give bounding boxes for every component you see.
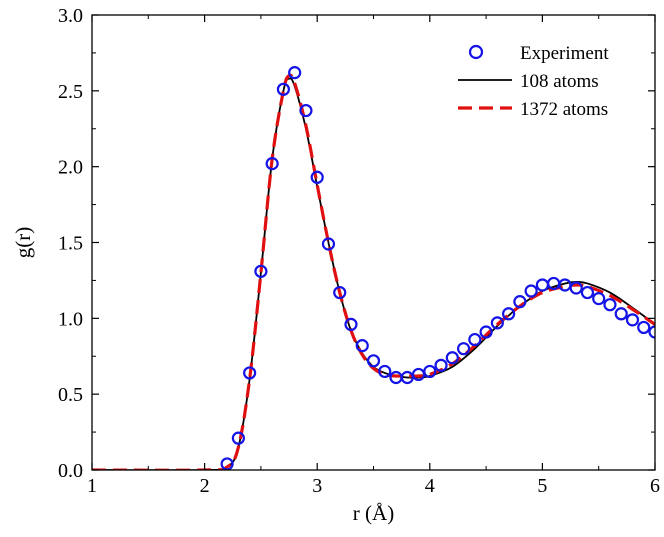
data-point-experiment: [580, 285, 595, 300]
data-point-experiment: [479, 325, 493, 339]
data-point-experiment: [378, 364, 392, 379]
data-point-experiment: [603, 298, 617, 312]
legend-marker-experiment: [468, 44, 484, 60]
x-tick-label: 3: [312, 475, 322, 497]
data-point-experiment: [592, 292, 606, 306]
data-point-experiment: [434, 358, 448, 372]
legend-label-1372-atoms: 1372 atoms: [520, 99, 608, 120]
data-point-experiment: [321, 237, 336, 251]
x-tick-label: 1: [87, 475, 97, 497]
data-point-experiment: [513, 295, 527, 309]
data-point-experiment: [524, 284, 538, 298]
y-tick-label: 2.0: [58, 157, 83, 179]
data-point-experiment: [355, 339, 369, 353]
data-point-experiment: [344, 317, 358, 331]
data-point-experiment: [423, 364, 437, 379]
x-axis-title: r (Å): [353, 501, 394, 525]
x-tick-label: 2: [200, 475, 210, 497]
data-point-experiment: [490, 316, 504, 330]
series-line-1372-atoms: [92, 73, 655, 470]
data-point-experiment: [637, 320, 651, 335]
y-tick-label: 3.0: [58, 5, 83, 27]
x-tick-label: 5: [537, 475, 547, 497]
data-point-experiment: [614, 307, 628, 321]
data-point-experiment: [333, 285, 347, 300]
axes: 1 2 3 4 5 6 0.0 0.5 1.0 1.5 2.0 2.5 3.0 r (Å) g(r): [11, 5, 660, 525]
data-point-experiment: [502, 307, 516, 321]
data-point-experiment: [535, 278, 550, 292]
data-point-experiment: [625, 313, 640, 327]
data-point-experiment: [456, 342, 471, 356]
data-point-experiment: [468, 332, 482, 347]
y-axis-title: g(r): [11, 227, 35, 258]
data-point-experiment: [288, 66, 302, 80]
data-point-experiment: [265, 157, 279, 171]
legend-label-experiment: Experiment: [520, 43, 609, 64]
data-point-experiment: [648, 325, 655, 339]
data-point-experiment: [445, 351, 459, 365]
series-line-108-atoms: [92, 77, 655, 470]
y-tick-label: 1.5: [58, 233, 83, 255]
data-point-experiment: [299, 103, 313, 118]
y-tick-label: 2.5: [58, 81, 83, 103]
data-point-experiment: [310, 170, 324, 184]
y-tick-label: 0.5: [58, 384, 83, 406]
data-point-experiment: [254, 264, 268, 278]
y-tick-label: 0.0: [58, 460, 83, 482]
legend: Experiment 108 atoms 1372 atoms: [458, 43, 609, 120]
data-point-experiment: [569, 281, 583, 295]
x-tick-label: 6: [650, 475, 660, 497]
plot-area: [92, 66, 655, 470]
x-tick-label: 4: [425, 475, 435, 497]
data-point-experiment: [231, 431, 245, 445]
data-point-experiment: [243, 366, 257, 380]
y-tick-label: 1.0: [58, 308, 83, 330]
data-point-experiment: [366, 354, 381, 368]
data-point-experiment: [276, 82, 291, 96]
legend-label-108-atoms: 108 atoms: [520, 71, 599, 92]
